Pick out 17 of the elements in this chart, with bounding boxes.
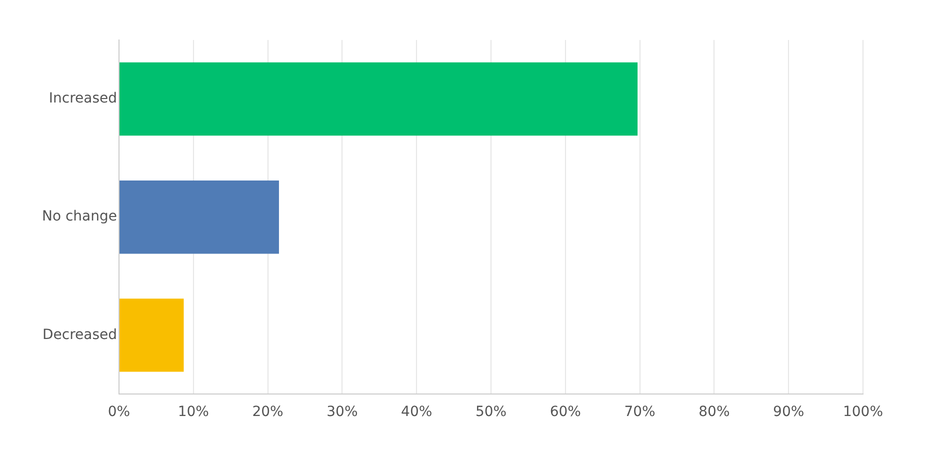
x-tick-label: 100% [842,404,884,420]
x-tick-label: 10% [178,404,209,420]
x-tick-label: 50% [475,404,507,420]
y-tick-label: Decreased [42,326,118,343]
x-tick-label: 0% [108,404,130,420]
y-tick-label: No change [42,208,118,225]
x-tick-label: 40% [401,404,432,420]
x-tick-label: 60% [550,404,581,420]
x-tick-label: 70% [624,404,656,420]
y-tick-label: Increased [48,90,118,107]
x-tick-label: 30% [326,404,358,420]
bar [120,62,638,136]
bar [120,298,184,372]
x-tick-label: 90% [773,404,804,420]
x-tick-label: 80% [698,404,730,420]
bar [120,180,279,254]
x-tick-label: 20% [252,404,284,420]
